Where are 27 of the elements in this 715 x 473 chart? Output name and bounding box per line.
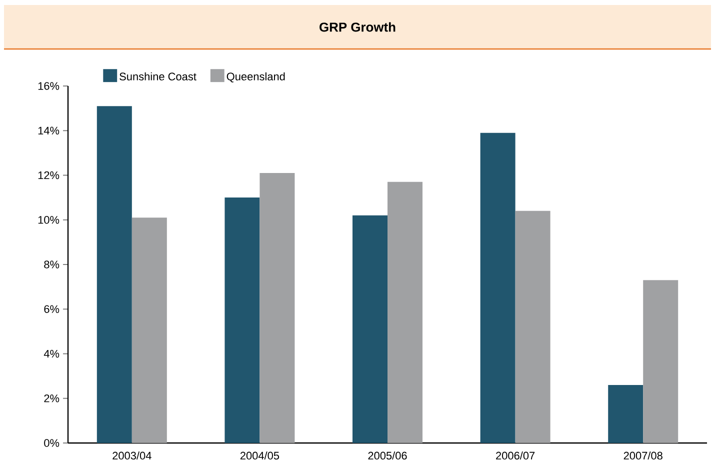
y-tick-label: 10% <box>38 216 60 224</box>
y-tick-label: 4% <box>44 350 60 358</box>
x-tick-label: 2004/05 <box>240 451 280 460</box>
x-tick-label: 2006/07 <box>496 451 535 460</box>
legend-label: Queensland <box>226 72 285 82</box>
y-tick-label: 6% <box>44 305 60 313</box>
x-tick-label: 2007/08 <box>624 451 662 460</box>
y-tick-label: 8% <box>44 260 60 268</box>
bar <box>643 280 678 443</box>
y-tick-label: 14% <box>38 126 60 134</box>
y-tick-label: 2% <box>44 394 60 402</box>
x-tick-label: 2005/06 <box>368 451 407 460</box>
bar <box>224 198 260 443</box>
legend-label: Sunshine Coast <box>120 72 196 80</box>
bar <box>132 218 167 443</box>
bar <box>388 182 423 443</box>
bar <box>608 384 644 443</box>
bar <box>352 215 388 443</box>
x-tick-label: 2003/04 <box>112 451 152 460</box>
bar <box>515 210 550 443</box>
bar <box>260 173 295 443</box>
chart-title: GRP Growth <box>320 22 396 32</box>
bar <box>480 132 516 443</box>
y-tick-label: 12% <box>38 171 60 180</box>
y-tick-label: 0% <box>44 439 60 447</box>
bar <box>96 106 132 443</box>
y-tick-label: 16% <box>38 82 60 90</box>
